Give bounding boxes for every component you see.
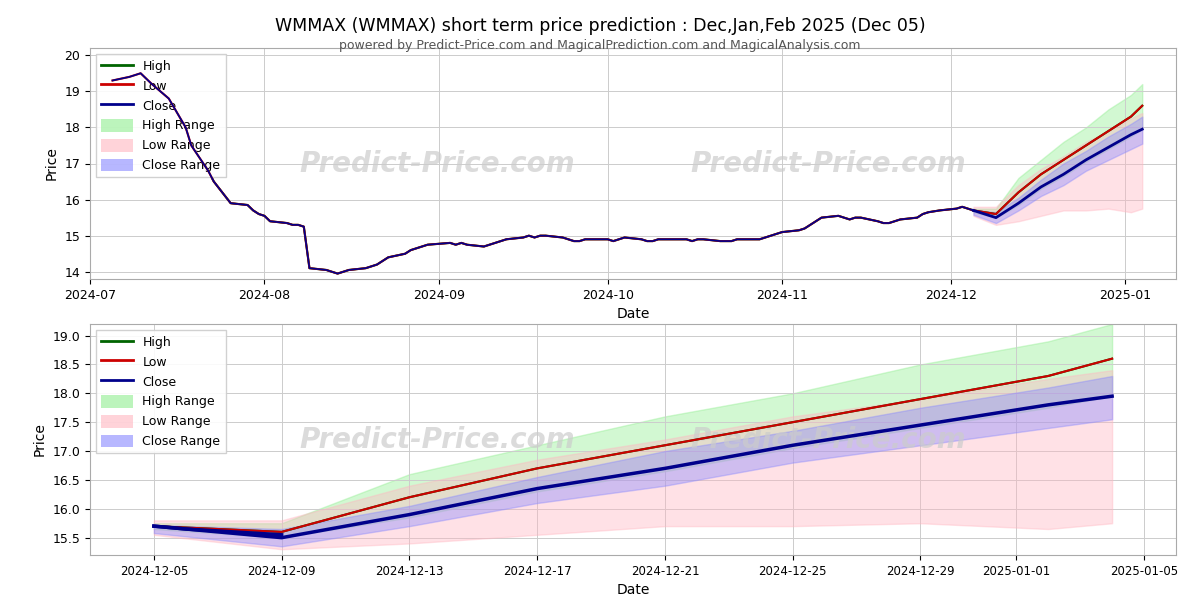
Text: Predict-Price.com: Predict-Price.com bbox=[300, 425, 575, 454]
Text: Predict-Price.com: Predict-Price.com bbox=[300, 149, 575, 178]
Text: Predict-Price.com: Predict-Price.com bbox=[691, 425, 966, 454]
X-axis label: Date: Date bbox=[617, 583, 649, 597]
Text: Predict-Price.com: Predict-Price.com bbox=[691, 149, 966, 178]
X-axis label: Date: Date bbox=[617, 307, 649, 321]
Y-axis label: Price: Price bbox=[44, 146, 59, 181]
Text: WMMAX (WMMAX) short term price prediction : Dec,Jan,Feb 2025 (Dec 05): WMMAX (WMMAX) short term price predictio… bbox=[275, 17, 925, 35]
Legend: High, Low, Close, High Range, Low Range, Close Range: High, Low, Close, High Range, Low Range,… bbox=[96, 330, 226, 453]
Y-axis label: Price: Price bbox=[32, 422, 47, 457]
Text: powered by Predict-Price.com and MagicalPrediction.com and MagicalAnalysis.com: powered by Predict-Price.com and Magical… bbox=[340, 39, 860, 52]
Legend: High, Low, Close, High Range, Low Range, Close Range: High, Low, Close, High Range, Low Range,… bbox=[96, 54, 226, 177]
